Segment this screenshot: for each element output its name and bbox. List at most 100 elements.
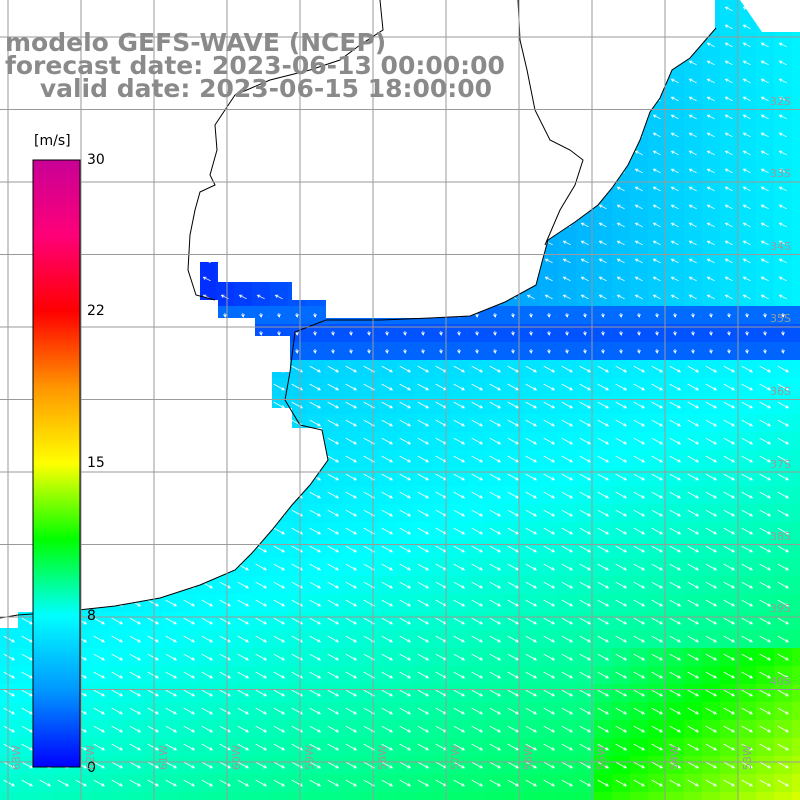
wind-arrow: [201, 473, 214, 481]
wind-arrow: [471, 509, 484, 517]
wind-arrow: [274, 132, 283, 138]
wind-arrow: [507, 581, 520, 589]
wind-arrow: [777, 653, 790, 661]
wind-arrow: [400, 78, 409, 84]
wind-arrow: [508, 132, 517, 138]
wind-arrow: [400, 222, 409, 228]
wind-arrow: [183, 635, 196, 643]
wind-arrow: [345, 563, 358, 571]
wind-arrow: [778, 276, 787, 282]
wind-arrow: [327, 545, 340, 553]
wind-arrow: [633, 617, 646, 625]
wind-arrow: [256, 186, 265, 192]
wind-arrow: [525, 455, 538, 463]
wind-arrow: [475, 348, 479, 354]
wind-arrow: [93, 761, 106, 769]
wind-arrow: [724, 240, 733, 246]
wind-arrow: [615, 563, 628, 571]
wind-arrow: [691, 330, 695, 336]
wind-arrow: [129, 635, 142, 643]
wind-arrow: [184, 150, 193, 156]
wind-arrow: [183, 401, 196, 409]
wind-arrow: [292, 60, 301, 66]
wind-arrow: [705, 563, 718, 571]
wind-arrow: [273, 545, 286, 553]
wind-arrow: [21, 599, 34, 607]
wind-arrow: [759, 743, 772, 751]
wind-arrow: [490, 204, 499, 210]
wind-arrow: [381, 419, 394, 427]
wind-arrow: [598, 294, 607, 300]
wind-arrow: [561, 563, 574, 571]
wind-arrow: [759, 473, 772, 481]
wind-arrow: [615, 617, 628, 625]
wind-arrow: [778, 60, 787, 66]
wind-arrow: [634, 24, 643, 30]
wind-arrow: [705, 581, 718, 589]
wind-arrow: [634, 42, 643, 48]
wind-arrow: [40, 114, 49, 120]
wind-arrow: [597, 473, 610, 481]
wind-arrow: [489, 581, 502, 589]
wind-arrow: [562, 24, 571, 30]
wind-arrow: [615, 473, 628, 481]
wind-arrow: [616, 258, 625, 264]
wind-arrow: [202, 78, 211, 84]
wind-arrow: [345, 671, 358, 679]
wind-arrow: [651, 653, 664, 661]
wind-arrow: [561, 491, 574, 499]
wind-arrow: [345, 689, 358, 697]
wind-arrow: [129, 725, 142, 733]
wind-arrow: [273, 365, 286, 373]
wind-arrow: [21, 743, 34, 751]
wind-arrow: [598, 132, 607, 138]
colorbar-tick: 22: [87, 303, 105, 319]
wind-arrow: [615, 491, 628, 499]
wind-arrow: [255, 401, 268, 409]
wind-arrow: [237, 779, 250, 787]
wind-arrow: [381, 689, 394, 697]
wind-arrow: [345, 779, 358, 787]
wind-arrow: [723, 617, 736, 625]
wind-arrow: [219, 437, 232, 445]
wind-arrow: [277, 312, 281, 318]
wind-arrow: [544, 222, 553, 228]
wind-arrow: [562, 276, 571, 282]
wind-arrow: [292, 222, 301, 228]
wind-arrow: [583, 312, 587, 318]
wind-arrow: [472, 204, 481, 210]
wind-arrow: [345, 491, 358, 499]
wind-arrow: [615, 689, 628, 697]
wind-arrow: [669, 545, 682, 553]
wind-arrow: [669, 473, 682, 481]
wind-arrow: [742, 258, 751, 264]
wind-arrow: [634, 258, 643, 264]
wind-arrow: [328, 204, 337, 210]
wind-arrow: [562, 132, 571, 138]
wind-arrow: [543, 689, 556, 697]
wind-arrow: [237, 545, 250, 553]
wind-arrow: [93, 491, 106, 499]
wind-arrow: [166, 114, 175, 120]
wind-arrow: [687, 419, 700, 427]
wind-arrow: [651, 671, 664, 679]
wind-arrow: [328, 294, 337, 300]
wind-arrow: [418, 6, 427, 12]
wind-arrow: [21, 365, 34, 373]
wind-arrow: [183, 365, 196, 373]
wind-arrow: [295, 348, 299, 354]
wind-arrow: [723, 563, 736, 571]
wind-arrow: [489, 689, 502, 697]
wind-arrow: [327, 725, 340, 733]
wind-arrow: [4, 78, 13, 84]
wind-arrow: [651, 455, 664, 463]
wind-arrow: [561, 401, 574, 409]
wind-arrow: [454, 150, 463, 156]
wind-arrow: [706, 42, 715, 48]
wind-arrow: [651, 383, 664, 391]
wind-arrow: [346, 24, 355, 30]
wind-arrow: [579, 473, 592, 481]
wind-arrow: [453, 671, 466, 679]
wind-arrow: [201, 671, 214, 679]
wind-arrow: [309, 401, 322, 409]
